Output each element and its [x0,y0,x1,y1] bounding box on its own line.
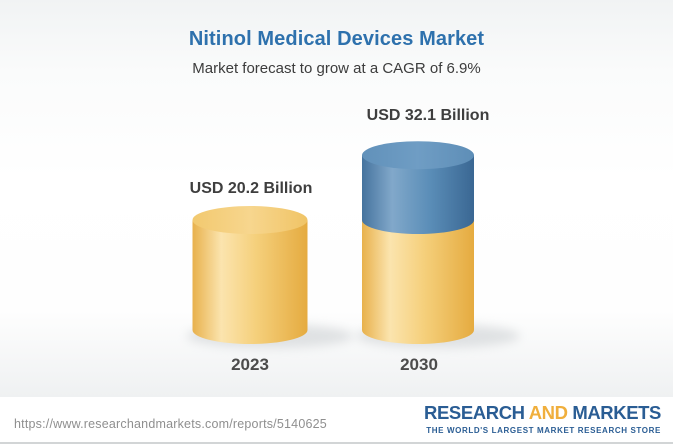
value-label-2023: USD 20.2 Billion [189,180,313,197]
category-label-2023: 2023 [231,355,269,374]
footer: https://www.researchandmarkets.com/repor… [0,397,673,447]
source-url: https://www.researchandmarkets.com/repor… [14,417,327,431]
cylinder-bars [186,141,520,348]
logo-tagline: THE WORLD'S LARGEST MARKET RESEARCH STOR… [426,426,661,435]
researchandmarkets-logo: RESEARCH AND MARKETS THE WORLD'S LARGEST… [424,402,661,435]
category-label-2030: 2030 [400,355,438,374]
chart-area: Nitinol Medical Devices Market Market fo… [0,0,673,397]
value-label-2030: USD 32.1 Billion [366,107,490,124]
bottom-divider [0,442,673,444]
logo-wordmark: RESEARCH AND MARKETS [424,402,661,424]
logo-research-text: RESEARCH [424,402,525,423]
logo-and-text: AND [528,402,568,423]
chart-subtitle: Market forecast to grow at a CAGR of 6.9… [192,60,481,77]
cylinder-bar-chart [186,141,520,348]
logo-markets-text: MARKETS [572,402,661,423]
chart-title: Nitinol Medical Devices Market [188,28,485,50]
